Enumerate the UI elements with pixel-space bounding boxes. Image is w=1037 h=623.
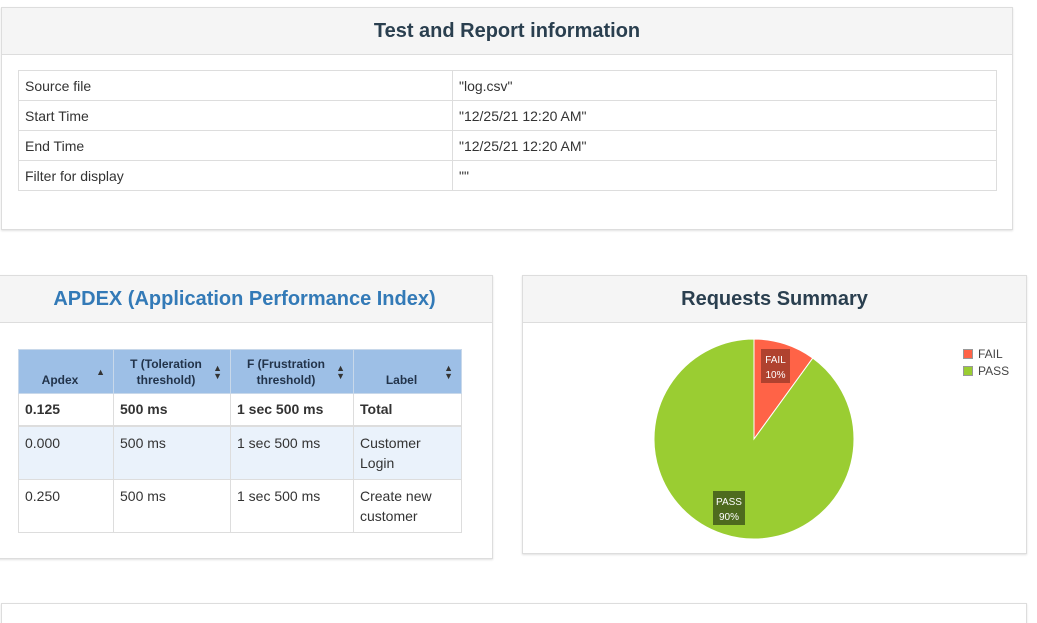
apdex-table: Apdex ▲ T (Toleration threshold) ▲ ▼ F (F… — [18, 349, 462, 533]
info-value-filter: "" — [452, 160, 997, 191]
apdex-toleration: 500 ms — [113, 478, 231, 533]
pie-slice-pass[interactable] — [653, 338, 855, 540]
fail-percent-label: 10% — [765, 370, 785, 381]
legend-label-pass: PASS — [978, 363, 1010, 378]
pass-percent-label: 90% — [719, 512, 739, 523]
table-row: Filter for display "" — [18, 160, 997, 191]
info-label-end-time: End Time — [18, 130, 453, 161]
summary-panel-title: Requests Summary — [523, 276, 1026, 323]
column-header-apdex-label: Apdex — [41, 373, 79, 387]
apdex-label: Create new customer — [353, 478, 462, 533]
column-header-label[interactable]: Label ▲ ▼ — [353, 349, 462, 394]
table-row: End Time "12/25/21 12:20 AM" — [18, 130, 997, 161]
apdex-toleration: 500 ms — [113, 425, 231, 480]
table-row: 0.000 500 ms 1 sec 500 ms Customer Login — [18, 425, 462, 480]
apdex-total-value: 0.125 — [18, 393, 114, 427]
sort-both-icon: ▲ ▼ — [213, 362, 222, 381]
column-header-label-text: Label — [385, 373, 418, 387]
apdex-label: Customer Login — [353, 425, 462, 480]
column-header-frustration-line2: threshold) — [256, 373, 316, 387]
column-header-toleration[interactable]: T (Toleration threshold) ▲ ▼ — [113, 349, 231, 394]
requests-summary-panel: Requests Summary FAIL 10% PASS 90% FAIL … — [522, 275, 1027, 554]
apdex-total-row: 0.125 500 ms 1 sec 500 ms Total — [18, 393, 462, 427]
legend-item-pass[interactable]: PASS — [963, 362, 1009, 379]
apdex-label-line2: Login — [360, 454, 395, 471]
column-header-apdex[interactable]: Apdex ▲ — [18, 349, 114, 394]
pass-label: PASS — [716, 497, 742, 508]
test-report-info-panel: Test and Report information Source file … — [1, 7, 1013, 230]
chart-legend: FAIL PASS — [963, 345, 1009, 379]
column-header-frustration-line1: F (Frustration — [247, 357, 325, 371]
table-row: Start Time "12/25/21 12:20 AM" — [18, 100, 997, 131]
info-label-filter: Filter for display — [18, 160, 453, 191]
requests-pie-chart: FAIL 10% PASS 90% — [653, 338, 855, 540]
sort-asc-icon: ▲ — [96, 366, 105, 377]
legend-swatch-fail — [963, 348, 973, 359]
apdex-frustration: 1 sec 500 ms — [230, 425, 354, 480]
info-table: Source file "log.csv" Start Time "12/25/… — [18, 70, 997, 191]
sort-both-icon: ▲ ▼ — [444, 362, 453, 381]
apdex-frustration: 1 sec 500 ms — [230, 478, 354, 533]
info-value-end-time: "12/25/21 12:20 AM" — [452, 130, 997, 161]
apdex-total-label: Total — [353, 393, 462, 427]
info-label-source-file: Source file — [18, 70, 453, 101]
fail-label: FAIL — [765, 355, 786, 366]
apdex-header-row: Apdex ▲ T (Toleration threshold) ▲ ▼ F (F… — [18, 349, 462, 394]
pass-label-box — [713, 491, 745, 525]
apdex-panel: APDEX (Application Performance Index) Ap… — [0, 275, 493, 559]
apdex-value: 0.250 — [18, 478, 114, 533]
apdex-panel-title: APDEX (Application Performance Index) — [0, 276, 492, 323]
apdex-total-toleration: 500 ms — [113, 393, 231, 427]
next-panel-partial — [1, 603, 1027, 623]
table-row: Source file "log.csv" — [18, 70, 997, 101]
info-value-start-time: "12/25/21 12:20 AM" — [452, 100, 997, 131]
table-row: 0.250 500 ms 1 sec 500 ms Create new cus… — [18, 478, 462, 533]
column-header-frustration[interactable]: F (Frustration threshold) ▲ ▼ — [230, 349, 354, 394]
fail-label-box — [761, 349, 790, 383]
info-label-start-time: Start Time — [18, 100, 453, 131]
apdex-label-line2: customer — [360, 507, 418, 524]
apdex-label-line1: Customer — [360, 434, 421, 451]
apdex-total-frustration: 1 sec 500 ms — [230, 393, 354, 427]
column-header-toleration-line1: T (Toleration — [130, 357, 202, 371]
sort-both-icon: ▲ ▼ — [336, 362, 345, 381]
legend-label-fail: FAIL — [978, 346, 1003, 361]
apdex-label-line1: Create new — [360, 487, 432, 504]
legend-item-fail[interactable]: FAIL — [963, 345, 1009, 362]
info-panel-title: Test and Report information — [2, 8, 1012, 55]
legend-swatch-pass — [963, 365, 973, 376]
column-header-toleration-line2: threshold) — [136, 373, 196, 387]
info-value-source-file: "log.csv" — [452, 70, 997, 101]
apdex-value: 0.000 — [18, 425, 114, 480]
